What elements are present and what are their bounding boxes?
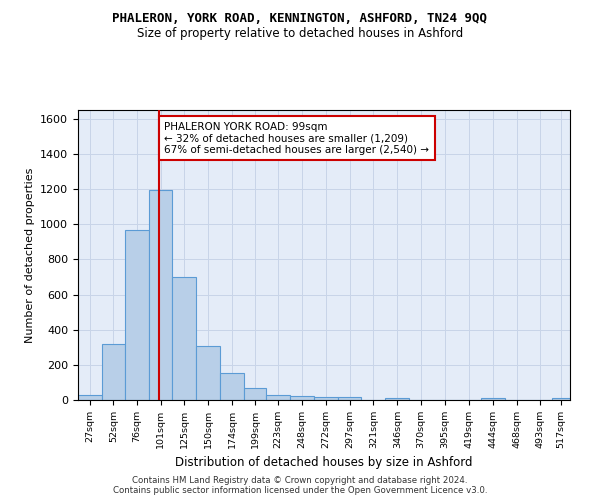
Bar xyxy=(172,277,196,400)
Bar xyxy=(481,398,505,400)
Text: Size of property relative to detached houses in Ashford: Size of property relative to detached ho… xyxy=(137,28,463,40)
X-axis label: Distribution of detached houses by size in Ashford: Distribution of detached houses by size … xyxy=(175,456,473,469)
Bar xyxy=(290,396,314,400)
Bar xyxy=(102,344,125,400)
Bar xyxy=(338,398,361,400)
Bar xyxy=(220,373,244,400)
Bar xyxy=(244,388,266,400)
Bar xyxy=(78,394,102,400)
Y-axis label: Number of detached properties: Number of detached properties xyxy=(25,168,35,342)
Bar xyxy=(385,398,409,400)
Bar xyxy=(149,190,172,400)
Text: Contains HM Land Registry data © Crown copyright and database right 2024.: Contains HM Land Registry data © Crown c… xyxy=(132,476,468,485)
Text: PHALERON, YORK ROAD, KENNINGTON, ASHFORD, TN24 9QQ: PHALERON, YORK ROAD, KENNINGTON, ASHFORD… xyxy=(113,12,487,26)
Bar xyxy=(125,230,149,400)
Text: PHALERON YORK ROAD: 99sqm
← 32% of detached houses are smaller (1,209)
67% of se: PHALERON YORK ROAD: 99sqm ← 32% of detac… xyxy=(164,122,430,154)
Bar xyxy=(314,398,338,400)
Bar xyxy=(196,346,220,400)
Text: Contains public sector information licensed under the Open Government Licence v3: Contains public sector information licen… xyxy=(113,486,487,495)
Bar xyxy=(553,398,570,400)
Bar xyxy=(266,394,290,400)
